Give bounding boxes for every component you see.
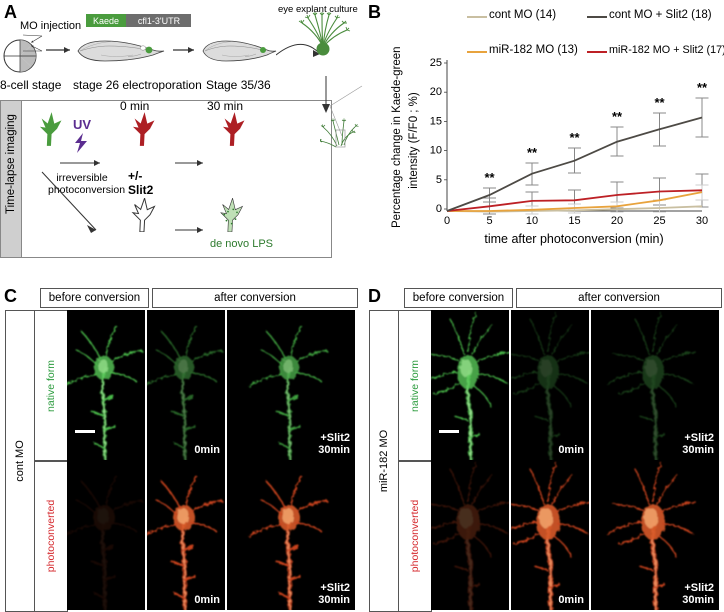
svg-text:5: 5 xyxy=(486,215,492,227)
svg-text:30: 30 xyxy=(696,215,708,227)
svg-text:0: 0 xyxy=(444,215,450,227)
svg-text:cfl1-3'UTR: cfl1-3'UTR xyxy=(138,16,181,26)
svg-text:25: 25 xyxy=(653,215,665,227)
svg-text:**: ** xyxy=(697,80,708,95)
svg-text:10: 10 xyxy=(430,145,442,157)
svg-text:5: 5 xyxy=(436,174,442,186)
svg-text:25: 25 xyxy=(430,57,442,69)
svg-text:20: 20 xyxy=(611,215,623,227)
svg-text:10: 10 xyxy=(526,215,538,227)
svg-text:**: ** xyxy=(612,109,623,124)
svg-text:15: 15 xyxy=(430,115,442,127)
svg-text:**: ** xyxy=(484,170,495,185)
svg-text:time after photoconversion (mi: time after photoconversion (min) xyxy=(484,232,663,246)
svg-text:15: 15 xyxy=(568,215,580,227)
svg-text:**: ** xyxy=(569,130,580,145)
svg-text:**: ** xyxy=(527,145,538,160)
svg-text:20: 20 xyxy=(430,86,442,98)
svg-text:0: 0 xyxy=(436,203,442,215)
svg-text:**: ** xyxy=(654,95,665,110)
svg-text:Kaede: Kaede xyxy=(93,16,119,26)
